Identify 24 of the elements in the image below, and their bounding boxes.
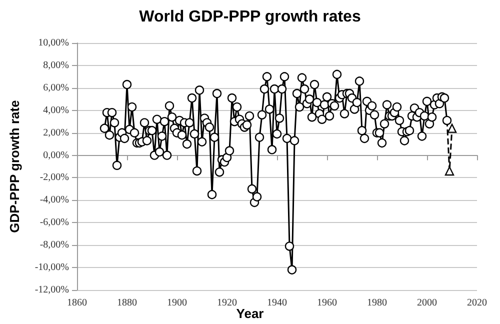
chart-title: World GDP-PPP growth rates	[139, 8, 361, 26]
x-tick-label: 1900	[167, 298, 187, 308]
y-tick-label: 2,00%	[43, 127, 69, 138]
y-tick-label: -10,00%	[34, 262, 69, 274]
x-tick-label: 1980	[367, 298, 387, 308]
y-tick-label: 10,00%	[38, 38, 69, 48]
y-tick-label: 6,00%	[43, 82, 69, 94]
x-tick-label: 2020	[467, 298, 487, 308]
y-tick-label: -6,00%	[40, 217, 69, 228]
y-tick-label: -4,00%	[40, 194, 69, 206]
y-axis-title: GDP-PPP growth rate	[7, 100, 22, 233]
x-tick-label: 2000	[417, 298, 437, 308]
x-tick-label: 1920	[217, 298, 237, 308]
y-tick-label: 0,00%	[43, 150, 69, 161]
y-tick-label: -2,00%	[40, 172, 69, 184]
x-tick-label: 1960	[317, 298, 337, 308]
x-tick-label: 1880	[117, 298, 137, 308]
y-tick-label: 8,00%	[43, 60, 69, 71]
x-tick-label: 1940	[267, 298, 287, 308]
y-tick-label: -8,00%	[40, 240, 69, 251]
x-tick-label: 1860	[67, 298, 87, 308]
x-axis-title: Year	[236, 306, 264, 321]
y-tick-label: 4,00%	[43, 104, 69, 116]
y-tick-label: -12,00%	[34, 284, 69, 296]
